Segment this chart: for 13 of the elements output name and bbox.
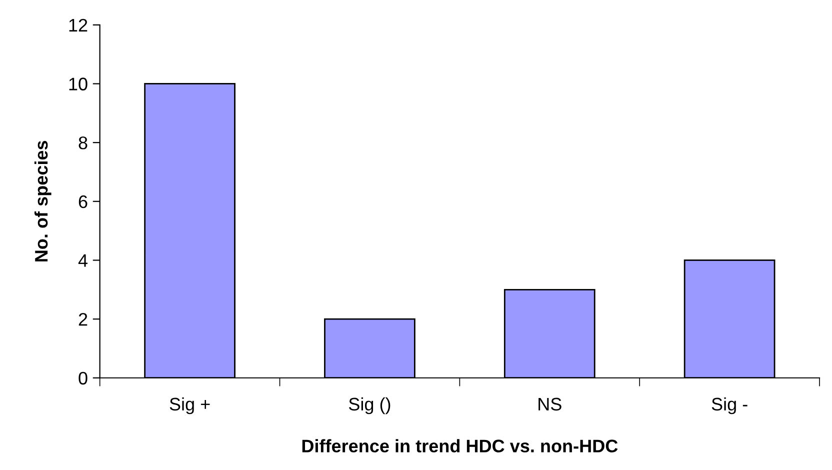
y-tick-label: 2: [78, 312, 88, 326]
y-tick-label: 8: [78, 136, 88, 150]
x-tick-label: Sig -: [712, 397, 748, 414]
x-axis-title: Difference in trend HDC vs. non-HDC: [302, 439, 618, 452]
x-tick-label: Sig (): [348, 397, 390, 414]
y-tick-label: 4: [78, 254, 88, 267]
x-tick-label: NS: [538, 398, 562, 411]
y-tick-label: 0: [78, 372, 88, 385]
x-tick-label: Sig +: [170, 397, 210, 414]
y-tick-label: 6: [78, 195, 88, 208]
y-axis-title: No. of species: [34, 140, 52, 262]
y-tick-label: 10: [69, 78, 88, 90]
y-tick-label: 12: [69, 18, 88, 32]
